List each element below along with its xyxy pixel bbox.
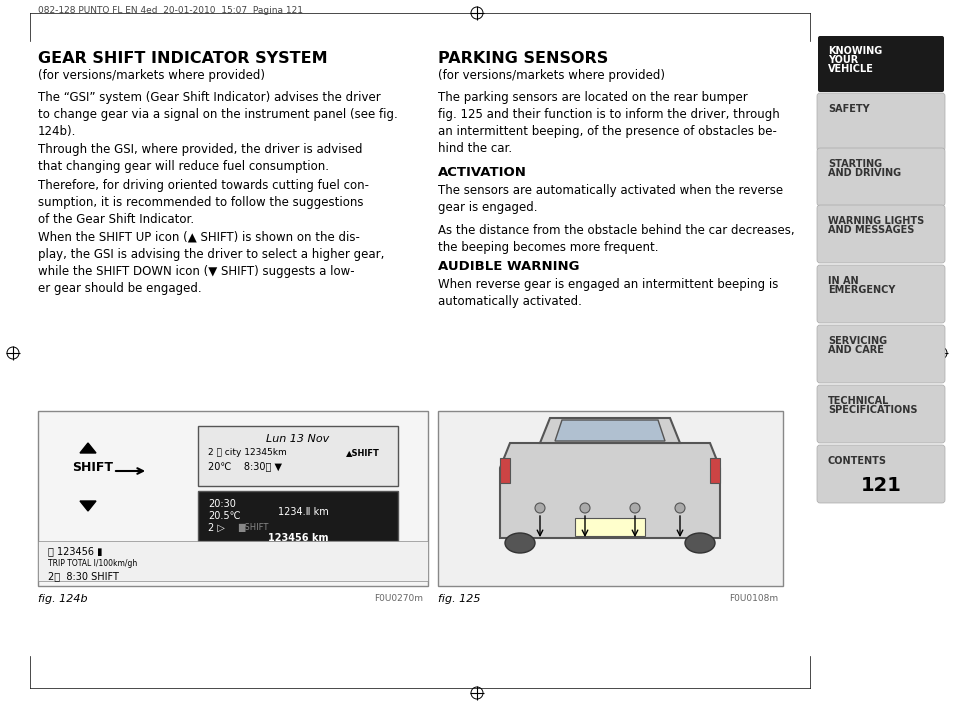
Text: VEHICLE: VEHICLE — [827, 64, 873, 74]
Bar — [437, 411, 782, 586]
Circle shape — [629, 503, 639, 513]
Text: SHIFT: SHIFT — [71, 461, 112, 474]
Text: SERVICING: SERVICING — [827, 336, 886, 346]
Bar — [709, 458, 720, 483]
Text: AUDIBLE WARNING: AUDIBLE WARNING — [437, 260, 578, 273]
Bar — [198, 426, 397, 486]
Circle shape — [675, 503, 684, 513]
Text: TRIP TOTAL l/100km/gh: TRIP TOTAL l/100km/gh — [48, 559, 137, 568]
Text: SAFETY: SAFETY — [827, 104, 869, 114]
Text: As the distance from the obstacle behind the car decreases,
the beeping becomes : As the distance from the obstacle behind… — [437, 224, 794, 254]
Bar — [198, 491, 397, 541]
Text: CONTENTS: CONTENTS — [827, 456, 886, 466]
Ellipse shape — [684, 533, 714, 553]
Text: (for versions/markets where provided): (for versions/markets where provided) — [38, 69, 265, 82]
Text: The parking sensors are located on the rear bumper
fig. 125 and their function i: The parking sensors are located on the r… — [437, 91, 779, 155]
Text: ACTIVATION: ACTIVATION — [437, 166, 526, 179]
Circle shape — [579, 503, 589, 513]
Text: The sensors are automatically activated when the reverse
gear is engaged.: The sensors are automatically activated … — [437, 184, 782, 214]
Bar — [499, 458, 510, 483]
Text: YOUR: YOUR — [827, 55, 858, 65]
Text: SPECIFICATIONS: SPECIFICATIONS — [827, 405, 917, 415]
Ellipse shape — [504, 533, 535, 553]
Text: 20:30: 20:30 — [208, 499, 235, 509]
Text: 2Ⓒ  8:30 SHIFT: 2Ⓒ 8:30 SHIFT — [48, 571, 119, 581]
Text: IN AN: IN AN — [827, 276, 858, 286]
Text: PARKING SENSORS: PARKING SENSORS — [437, 51, 608, 66]
Bar — [575, 518, 644, 536]
Text: AND CARE: AND CARE — [827, 345, 882, 355]
Text: Therefore, for driving oriented towards cutting fuel con-
sumption, it is recomm: Therefore, for driving oriented towards … — [38, 179, 369, 226]
Text: 20℃    8:30Ⓢ ▼: 20℃ 8:30Ⓢ ▼ — [208, 461, 282, 471]
Text: ▲SHIFT: ▲SHIFT — [346, 448, 379, 457]
FancyBboxPatch shape — [816, 93, 944, 151]
FancyBboxPatch shape — [816, 265, 944, 323]
Polygon shape — [539, 418, 679, 443]
Text: AND MESSAGES: AND MESSAGES — [827, 225, 913, 235]
Text: 20.5℃: 20.5℃ — [208, 511, 240, 521]
Text: When the SHIFT UP icon (▲ SHIFT) is shown on the dis-
play, the GSI is advising : When the SHIFT UP icon (▲ SHIFT) is show… — [38, 231, 384, 295]
Text: EMERGENCY: EMERGENCY — [827, 285, 895, 295]
Polygon shape — [80, 501, 96, 511]
Text: GEAR SHIFT INDICATOR SYSTEM: GEAR SHIFT INDICATOR SYSTEM — [38, 51, 327, 66]
Text: 2 ▷: 2 ▷ — [208, 523, 225, 533]
FancyBboxPatch shape — [816, 148, 944, 206]
Circle shape — [535, 503, 544, 513]
FancyBboxPatch shape — [816, 445, 944, 503]
Bar — [38, 541, 428, 581]
Text: 082-128 PUNTO FL EN 4ed  20-01-2010  15:07  Pagina 121: 082-128 PUNTO FL EN 4ed 20-01-2010 15:07… — [38, 6, 303, 15]
Polygon shape — [499, 443, 720, 538]
Polygon shape — [80, 443, 96, 453]
FancyBboxPatch shape — [816, 385, 944, 443]
Text: When reverse gear is engaged an intermittent beeping is
automatically activated.: When reverse gear is engaged an intermit… — [437, 278, 778, 308]
Polygon shape — [555, 420, 664, 441]
Text: 121: 121 — [860, 476, 901, 495]
Text: █SHIFT: █SHIFT — [237, 523, 268, 532]
Text: 123456 km: 123456 km — [268, 533, 328, 543]
Text: (for versions/markets where provided): (for versions/markets where provided) — [437, 69, 664, 82]
FancyBboxPatch shape — [816, 205, 944, 263]
Text: KNOWING: KNOWING — [827, 46, 882, 56]
Text: fig. 124b: fig. 124b — [38, 594, 88, 604]
Text: F0U0108m: F0U0108m — [728, 594, 778, 603]
Text: F0U0270m: F0U0270m — [374, 594, 422, 603]
FancyBboxPatch shape — [816, 325, 944, 383]
Text: Through the GSI, where provided, the driver is advised
that changing gear will r: Through the GSI, where provided, the dri… — [38, 143, 362, 173]
Text: 1234.Ⅱ km: 1234.Ⅱ km — [277, 507, 329, 517]
Text: WARNING LIGHTS: WARNING LIGHTS — [827, 216, 923, 226]
Text: Ⓐ 123456 ▮: Ⓐ 123456 ▮ — [48, 546, 102, 556]
Text: TECHNICAL: TECHNICAL — [827, 396, 888, 406]
Text: AND DRIVING: AND DRIVING — [827, 168, 901, 178]
Text: 2 Ⓒ city 12345km: 2 Ⓒ city 12345km — [208, 448, 287, 457]
Text: The “GSI” system (Gear Shift Indicator) advises the driver
to change gear via a : The “GSI” system (Gear Shift Indicator) … — [38, 91, 397, 138]
Bar — [38, 411, 428, 586]
Text: Lun 13 Nov: Lun 13 Nov — [266, 434, 330, 444]
FancyBboxPatch shape — [817, 36, 943, 92]
Text: STARTING: STARTING — [827, 159, 882, 169]
Text: fig. 125: fig. 125 — [437, 594, 480, 604]
